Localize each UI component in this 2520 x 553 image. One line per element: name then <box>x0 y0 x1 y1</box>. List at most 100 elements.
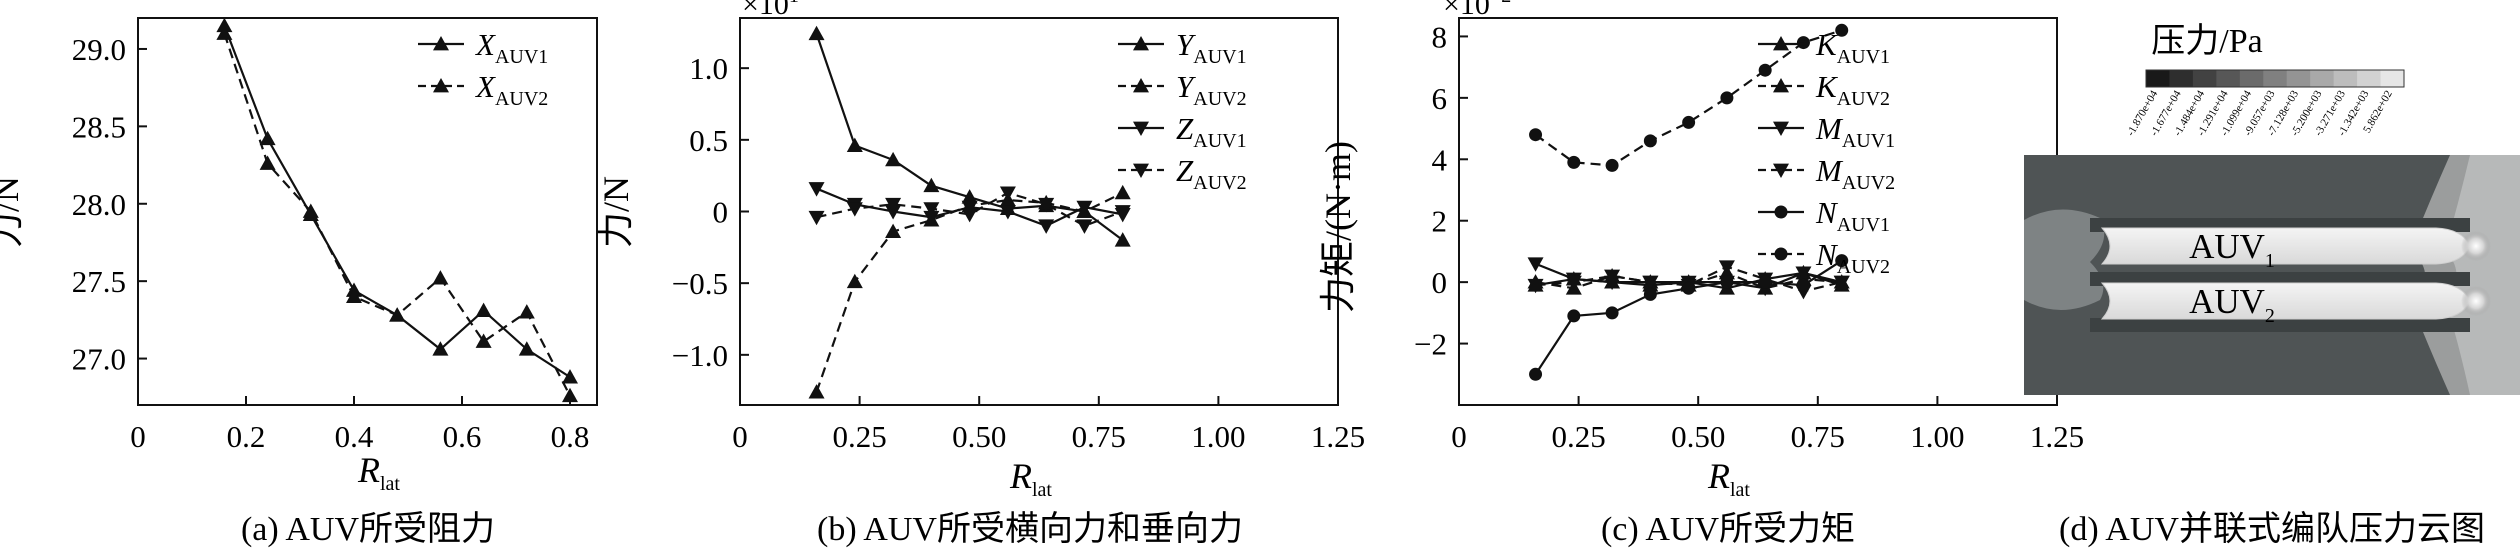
x-tick-label: 0.25 <box>1551 419 1605 454</box>
series-x-auv1-point <box>475 302 492 317</box>
series-n-auv1-point <box>1567 309 1581 323</box>
series-x-auv2-point <box>432 270 449 285</box>
panel-c-ylabel: 力矩/(N·m) <box>1318 141 1358 313</box>
legend-entry-k-auv2: KAUV2 <box>1758 69 1890 110</box>
legend-label: MAUV2 <box>1815 153 1895 194</box>
series-z-auv1-point <box>1038 219 1055 234</box>
series-m-auv2-point <box>1604 269 1621 284</box>
series-z-auv2-point <box>999 186 1016 201</box>
colorbar-swatch <box>2239 70 2264 87</box>
series-n-auv1-point <box>1643 287 1657 301</box>
legend-entry-x-auv2: XAUV2 <box>418 69 548 110</box>
legend-entry-z-auv2: ZAUV2 <box>1118 153 1247 194</box>
colorbar-swatch <box>2333 70 2358 87</box>
legend-marker <box>1773 163 1789 178</box>
x-tick-label: 1.25 <box>1311 419 1365 454</box>
series-z-auv2-point <box>1038 197 1055 213</box>
legend-marker <box>1133 36 1149 51</box>
legend-marker <box>1773 121 1789 136</box>
auv2-hull <box>2100 282 2471 320</box>
series-m-auv2-point <box>1642 275 1659 291</box>
series-z-auv2-point <box>885 197 902 213</box>
legend-entry-x-auv1: XAUV1 <box>418 27 548 68</box>
series-m-auv2-point <box>1833 275 1850 291</box>
colorbar-title: 压力/Pa <box>2151 22 2262 60</box>
series-z-auv2-line <box>816 191 1124 228</box>
legend-label: MAUV1 <box>1815 111 1895 152</box>
series-z-auv2-point <box>961 207 978 223</box>
series-x-auv2-point <box>562 387 578 403</box>
panel-c-multiplier: ×10−2 <box>1443 0 1511 21</box>
panel-c-chart: 0 0.25 0.50 0.75 1.00 1.25 8 6 4 2 0 −2 ×10−2 力矩/(N… <box>1318 0 2084 548</box>
series-y-auv1-point <box>923 177 940 193</box>
auv2-label: AUV2 <box>2189 282 2275 327</box>
legend-marker <box>433 78 449 93</box>
series-n-auv1-point <box>1796 278 1810 292</box>
panel-b-xlabel: Rlat <box>1009 456 1052 501</box>
series-y-auv2-point <box>1114 184 1131 200</box>
colorbar-swatch <box>2380 70 2405 87</box>
legend-marker <box>1773 78 1789 93</box>
series-z-auv1-point <box>923 210 940 226</box>
series-m-auv1-point <box>1795 266 1812 281</box>
y-tick-label: 0.5 <box>689 123 728 158</box>
y-tick-label: −1.0 <box>672 338 728 373</box>
series-m-auv2-point <box>1718 260 1735 275</box>
legend-marker <box>1133 163 1149 178</box>
legend-entry-n-auv1: NAUV1 <box>1758 195 1890 236</box>
colorbar-swatch <box>2286 70 2311 87</box>
series-m-auv2-line <box>1535 265 1842 293</box>
y-tick-label: 1.0 <box>689 51 728 86</box>
panel-a-caption: (a) AUV所受阻力 <box>241 510 495 548</box>
x-tick-label: 0.50 <box>952 419 1006 454</box>
series-m-auv2-point <box>1565 275 1582 291</box>
legend-marker <box>1774 205 1788 219</box>
series-x-auv2-point <box>518 304 535 319</box>
series-n-auv1-point <box>1758 275 1772 289</box>
series-n-auv2-point <box>1643 134 1657 148</box>
legend-label: KAUV2 <box>1815 69 1890 110</box>
contour-field: AUV1 AUV2 <box>2024 155 2520 395</box>
x-tick-label: 0 <box>732 419 748 454</box>
legend-entry-z-auv1: ZAUV1 <box>1118 111 1247 152</box>
legend-label: NAUV1 <box>1815 195 1890 236</box>
series-n-auv1-point <box>1720 275 1734 289</box>
series-y-auv1-point <box>885 151 902 167</box>
y-tick-label: 28.0 <box>72 187 126 222</box>
series-z-auv1-point <box>1076 200 1093 216</box>
colorbar-frame <box>2145 69 2405 88</box>
panel-c-caption: (c) AUV所受力矩 <box>1601 510 1855 548</box>
x-tick-label: 1.25 <box>2030 419 2084 454</box>
series-x-auv2-point <box>475 333 492 348</box>
colorbar-swatch <box>2310 70 2335 87</box>
panel-b-chart: 0 0.25 0.50 0.75 1.00 1.251.00.50−0.5−1.0 ×10… <box>596 0 1365 548</box>
x-tick-label: 0.75 <box>1791 419 1845 454</box>
legend-marker <box>1133 78 1149 93</box>
legend-label: NAUV2 <box>1815 237 1890 278</box>
series-n-auv2-point <box>1720 91 1734 105</box>
series-x-auv2-point <box>302 203 319 218</box>
panel-b-caption: (b) AUV所受横向力和垂向力 <box>817 510 1243 548</box>
x-tick-label: 0.4 <box>335 419 374 454</box>
series-n-auv2 <box>1529 23 1849 172</box>
y-tick-label: 2 <box>1432 204 1448 239</box>
colorbar-tick-labels: -1.870e+04-1.677e+04-1.484e+04-1.291e+04… <box>2125 88 2395 138</box>
colorbar-swatch <box>2263 70 2288 87</box>
x-tick-label: 0.2 <box>227 419 266 454</box>
legend-entry-k-auv1: KAUV1 <box>1758 27 1890 68</box>
series-x-auv1-point <box>259 130 276 146</box>
series-n-auv1 <box>1529 254 1849 381</box>
contour-tail-zone <box>2024 209 2105 310</box>
panel-d-pressure-contour: 压力/Pa -1.870e+04-1.677e+04-1.484e+04-1.2… <box>2024 22 2520 548</box>
legend-entry-n-auv2: NAUV2 <box>1758 237 1890 278</box>
x-tick-label: 0 <box>1451 419 1467 454</box>
series-n-auv1-point <box>1529 367 1543 381</box>
series-x-auv1-line <box>223 25 571 379</box>
legend-label: YAUV2 <box>1176 69 1247 110</box>
x-tick-label: 1.00 <box>1191 419 1245 454</box>
series-x-auv2-point <box>216 25 233 40</box>
panel-a-ylabel: 力/N <box>0 176 26 248</box>
series-y-auv2-point <box>885 223 902 238</box>
series-y-auv2-point <box>808 384 825 399</box>
